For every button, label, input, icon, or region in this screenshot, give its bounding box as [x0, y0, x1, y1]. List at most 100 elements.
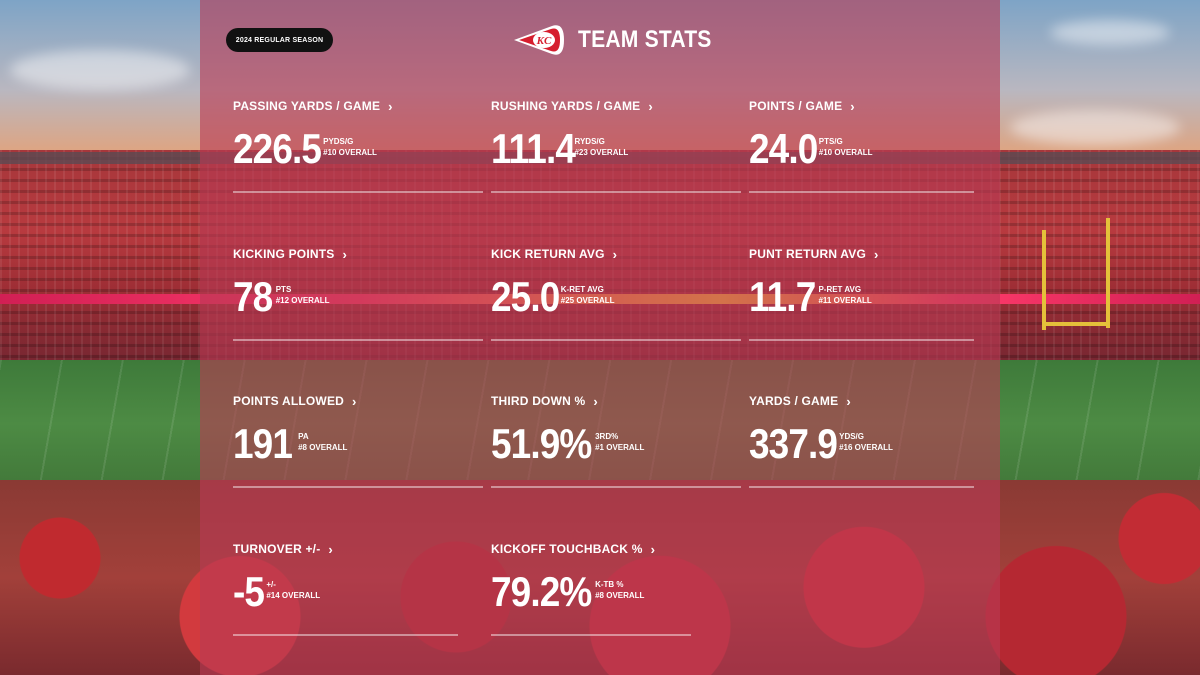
stat-unit: K-RET AVG	[560, 285, 604, 294]
stat-unit: P-RET AVG	[818, 285, 862, 294]
stat-passing-yards[interactable]: PASSING YARDS / GAME › 226.5 PYDS/G #10 O…	[233, 98, 483, 193]
stat-rank: #23 OVERALL	[574, 148, 629, 157]
stat-meta: K-TB % #8 OVERALL	[595, 579, 644, 601]
chevron-right-icon: ›	[650, 541, 656, 557]
stat-label[interactable]: TURNOVER +/- ›	[233, 541, 473, 557]
goal-post	[1042, 230, 1046, 330]
stat-value: 337.9	[749, 420, 838, 467]
stat-value-row: 226.5 PYDS/G #10 OVERALL	[233, 128, 377, 170]
stat-meta: 3RD% #1 OVERALL	[595, 431, 644, 453]
stat-value-row: 191 PA #8 OVERALL	[233, 423, 347, 465]
stat-value: 191	[233, 420, 293, 467]
stat-label[interactable]: PASSING YARDS / GAME ›	[233, 98, 473, 114]
stat-label[interactable]: POINTS / GAME ›	[749, 98, 989, 114]
divider	[491, 486, 741, 488]
stats-overlay-panel	[200, 0, 1000, 675]
goal-post	[1042, 322, 1110, 326]
stat-value: 24.0	[749, 125, 818, 172]
stat-label[interactable]: THIRD DOWN % ›	[491, 393, 731, 409]
divider	[491, 339, 741, 341]
stat-rank: #8 OVERALL	[298, 443, 348, 452]
goal-post	[1106, 218, 1110, 328]
stat-label[interactable]: RUSHING YARDS / GAME ›	[491, 98, 731, 114]
stat-value-row: 78 PTS #12 OVERALL	[233, 276, 330, 318]
chevron-right-icon: ›	[328, 541, 333, 557]
divider	[749, 191, 974, 193]
cloud	[10, 50, 190, 90]
stat-points-per-game[interactable]: POINTS / GAME › 24.0 PTS/G #10 OVERALL	[749, 98, 989, 193]
stat-meta: +/- #14 OVERALL	[266, 579, 320, 601]
stat-value-row: 337.9 YDS/G #16 OVERALL	[749, 423, 893, 465]
stat-label[interactable]: YARDS / GAME ›	[749, 393, 989, 409]
stat-value: -5	[233, 568, 265, 615]
chevron-right-icon: ›	[850, 98, 855, 114]
divider	[233, 339, 483, 341]
stat-label[interactable]: POINTS ALLOWED ›	[233, 393, 473, 409]
stat-value-row: -5 +/- #14 OVERALL	[233, 571, 320, 613]
stat-unit: PYDS/G	[323, 137, 354, 146]
cloud	[1050, 20, 1170, 45]
stat-label-text: YARDS / GAME	[749, 394, 839, 408]
stat-label[interactable]: KICKOFF TOUCHBACK % ›	[491, 541, 731, 557]
stat-turnover-differential[interactable]: TURNOVER +/- › -5 +/- #14 OVERALL	[233, 541, 473, 636]
stat-label-text: POINTS / GAME	[749, 99, 843, 113]
stat-label[interactable]: KICK RETURN AVG ›	[491, 246, 731, 262]
stat-points-allowed[interactable]: POINTS ALLOWED › 191 PA #8 OVERALL	[233, 393, 483, 488]
chevron-right-icon: ›	[388, 98, 393, 114]
stat-value-row: 51.9% 3RD% #1 OVERALL	[491, 423, 644, 465]
stat-yards-per-game[interactable]: YARDS / GAME › 337.9 YDS/G #16 OVERALL	[749, 393, 989, 488]
chevron-right-icon: ›	[874, 246, 879, 262]
stat-label[interactable]: PUNT RETURN AVG ›	[749, 246, 989, 262]
divider	[491, 191, 741, 193]
stat-label-text: KICKOFF TOUCHBACK %	[491, 542, 643, 556]
stat-value: 226.5	[233, 125, 322, 172]
stat-label-text: KICK RETURN AVG	[491, 247, 605, 261]
stat-rank: #8 OVERALL	[595, 591, 645, 600]
stat-unit: PTS	[275, 285, 292, 294]
stat-meta: PTS #12 OVERALL	[276, 284, 330, 306]
divider	[233, 191, 483, 193]
stat-rank: #1 OVERALL	[595, 443, 645, 452]
stat-value: 51.9%	[491, 420, 592, 467]
stat-kickoff-touchback-pct[interactable]: KICKOFF TOUCHBACK % › 79.2% K-TB % #8 OVE…	[491, 541, 731, 636]
stat-unit: 3RD%	[595, 432, 619, 441]
stat-meta: K-RET AVG #25 OVERALL	[561, 284, 615, 306]
stat-label-text: THIRD DOWN %	[491, 394, 586, 408]
stat-rank: #16 OVERALL	[839, 443, 893, 452]
stat-meta: RYDS/G #23 OVERALL	[574, 136, 628, 158]
chevron-right-icon: ›	[846, 393, 851, 409]
stat-rushing-yards[interactable]: RUSHING YARDS / GAME › 111.4 RYDS/G #23 O…	[491, 98, 741, 193]
divider	[749, 339, 974, 341]
stat-label-text: TURNOVER +/-	[233, 542, 321, 556]
stat-third-down-pct[interactable]: THIRD DOWN % › 51.9% 3RD% #1 OVERALL	[491, 393, 741, 488]
stat-label-text: PUNT RETURN AVG	[749, 247, 866, 261]
stat-label[interactable]: KICKING POINTS ›	[233, 246, 473, 262]
stat-rank: #11 OVERALL	[818, 296, 872, 305]
stat-unit: K-TB %	[595, 580, 624, 589]
divider	[233, 634, 458, 636]
stat-value: 78	[233, 273, 273, 320]
stat-unit: YDS/G	[839, 432, 865, 441]
stat-kick-return-avg[interactable]: KICK RETURN AVG › 25.0 K-RET AVG #25 OVER…	[491, 246, 741, 341]
stat-meta: PTS/G #10 OVERALL	[819, 136, 873, 158]
divider	[749, 486, 974, 488]
stat-unit: +/-	[266, 580, 276, 589]
stat-value: 25.0	[491, 273, 560, 320]
chevron-right-icon: ›	[352, 393, 357, 409]
stat-meta: PA #8 OVERALL	[298, 431, 347, 453]
stat-value-row: 111.4 RYDS/G #23 OVERALL	[491, 128, 628, 170]
chiefs-arrowhead-logo-icon: KC	[514, 25, 564, 55]
stat-unit: RYDS/G	[574, 137, 605, 146]
stat-label-text: RUSHING YARDS / GAME	[491, 99, 641, 113]
stat-label-text: POINTS ALLOWED	[233, 394, 345, 408]
svg-text:KC: KC	[536, 35, 552, 47]
stat-punt-return-avg[interactable]: PUNT RETURN AVG › 11.7 P-RET AVG #11 OVER…	[749, 246, 989, 341]
chevron-right-icon: ›	[648, 98, 653, 114]
stat-kicking-points[interactable]: KICKING POINTS › 78 PTS #12 OVERALL	[233, 246, 483, 341]
season-badge[interactable]: 2024 REGULAR SEASON	[226, 28, 333, 52]
stat-label-text: PASSING YARDS / GAME	[233, 99, 381, 113]
stat-unit: PA	[298, 432, 309, 441]
stat-meta: YDS/G #16 OVERALL	[839, 431, 893, 453]
page-title: TEAM STATS	[578, 26, 712, 53]
